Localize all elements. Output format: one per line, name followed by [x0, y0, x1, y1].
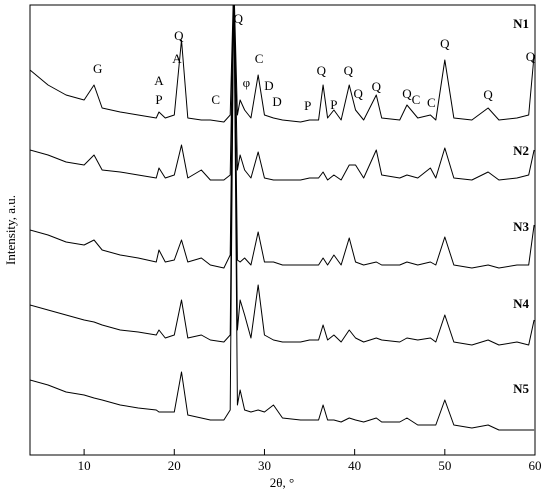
series-label: N2: [513, 143, 529, 158]
frame: [29, 4, 536, 456]
series-label: N1: [513, 16, 529, 31]
series-line: [30, 5, 535, 346]
phase-annotation: P: [330, 97, 337, 112]
x-tick-label: 20: [168, 458, 181, 473]
phase-annotation: C: [211, 92, 220, 107]
series-line: [30, 5, 535, 431]
phase-annotation: C: [412, 92, 421, 107]
x-tick-label: 40: [348, 458, 361, 473]
x-tick-label: 30: [258, 458, 271, 473]
phase-annotation: Q: [317, 63, 327, 78]
plot-area: [30, 5, 535, 431]
phase-annotation: Q: [440, 36, 450, 51]
x-axis-label: 2θ, °: [270, 475, 294, 490]
y-axis-label: Intensity, a.u.: [3, 195, 18, 265]
series-label: N3: [513, 219, 529, 234]
phase-annotation: G: [93, 61, 102, 76]
x-tick-label: 60: [529, 458, 542, 473]
phase-annotation: Q: [372, 79, 382, 94]
phase-annotation: D: [272, 94, 281, 109]
phase-annotation: P: [155, 92, 162, 107]
phase-annotation: Q: [174, 28, 184, 43]
series-label: N5: [513, 381, 529, 396]
series-label: N4: [513, 296, 529, 311]
series-line: [30, 5, 535, 269]
phase-annotation: D: [264, 78, 273, 93]
phase-annotation: Q: [354, 86, 364, 101]
phase-annotation: A: [154, 73, 164, 88]
phase-annotation: C: [255, 51, 264, 66]
phase-annotation: P: [304, 98, 311, 113]
series-line: [30, 5, 535, 123]
phase-annotation: Q: [234, 11, 244, 26]
phase-annotation: Q: [402, 86, 412, 101]
series-line: [30, 5, 535, 181]
phase-annotation: A: [172, 51, 182, 66]
phase-annotation: Q: [526, 49, 536, 64]
phase-annotation: Q: [483, 87, 493, 102]
x-tick-label: 10: [78, 458, 91, 473]
phase-annotation: Q: [344, 63, 354, 78]
phase-annotation: C: [427, 95, 436, 110]
x-tick-label: 50: [438, 458, 451, 473]
phase-annotation: φ: [243, 75, 251, 90]
